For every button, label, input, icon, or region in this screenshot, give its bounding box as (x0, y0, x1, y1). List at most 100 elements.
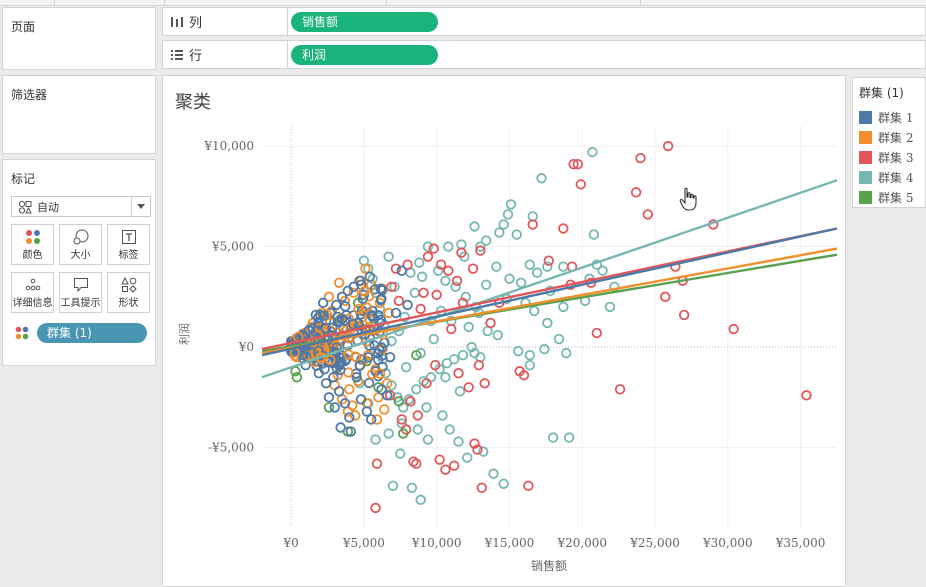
scatter-point[interactable] (450, 281, 461, 293)
scatter-point[interactable] (437, 410, 448, 421)
scatter-point[interactable] (443, 265, 454, 276)
scatter-point[interactable] (801, 390, 812, 401)
scatter-point[interactable] (588, 229, 600, 240)
scatter-point[interactable] (415, 494, 426, 506)
scatter-point[interactable] (335, 422, 346, 433)
scatter-point[interactable] (399, 311, 410, 323)
mark-type-select[interactable]: 自动 (11, 196, 151, 217)
scatter-point[interactable] (553, 333, 565, 345)
rows-pill-profit[interactable]: 利润 (291, 45, 438, 65)
pages-card[interactable]: 页面 (2, 7, 156, 70)
scatter-point[interactable] (505, 199, 517, 210)
scatter-point[interactable] (398, 428, 409, 439)
scatter-point[interactable] (440, 372, 451, 383)
scatter-point[interactable] (375, 283, 386, 294)
scatter-point[interactable] (466, 341, 477, 353)
scatter-point[interactable] (332, 316, 344, 328)
scatter-point[interactable] (473, 359, 485, 371)
scatter-point[interactable] (327, 322, 338, 334)
scatter-point[interactable] (344, 384, 355, 395)
scatter-point[interactable] (451, 275, 463, 286)
scatter-point[interactable] (402, 299, 413, 311)
scatter-point[interactable] (498, 219, 509, 230)
scatter-point[interactable] (446, 323, 457, 335)
scatter-point[interactable] (340, 301, 351, 312)
scatter-point[interactable] (349, 410, 361, 421)
scatter-point[interactable] (568, 158, 579, 170)
scatter-point[interactable] (365, 414, 377, 425)
scatter-point[interactable] (393, 396, 405, 407)
scatter-point[interactable] (354, 378, 365, 389)
scatter-point[interactable] (406, 482, 418, 494)
scatter-point[interactable] (443, 241, 454, 252)
scatter-point[interactable] (469, 221, 480, 232)
scatter-point[interactable] (531, 267, 543, 278)
scatter-point[interactable] (386, 335, 397, 347)
scatter-point[interactable] (469, 438, 480, 449)
scatter-point[interactable] (409, 287, 421, 299)
scatter-point[interactable] (383, 251, 394, 262)
scatter-point[interactable] (563, 432, 575, 443)
marks-tooltip-button[interactable]: 工具提示 (59, 272, 102, 313)
scatter-point[interactable] (335, 364, 346, 376)
legend-item-cluster-4[interactable]: 群集 4 (859, 168, 913, 186)
scatter-point[interactable] (504, 273, 515, 284)
marks-detail-button[interactable]: 详细信息 (11, 272, 54, 313)
scatter-point[interactable] (412, 424, 423, 435)
scatter-point[interactable] (513, 345, 524, 357)
scatter-point[interactable] (524, 349, 536, 361)
scatter-point[interactable] (313, 317, 324, 329)
scatter-point[interactable] (536, 173, 547, 184)
scatter-point[interactable] (542, 261, 553, 272)
scatter-point[interactable] (475, 241, 486, 252)
scatter-point[interactable] (411, 384, 422, 395)
scatter-point[interactable] (547, 432, 559, 443)
scatter-point[interactable] (396, 265, 407, 276)
scatter-point[interactable] (369, 284, 381, 295)
legend-item-cluster-5[interactable]: 群集 5 (859, 188, 913, 206)
scatter-point[interactable] (318, 310, 329, 321)
scatter-point[interactable] (412, 410, 423, 421)
scatter-point[interactable] (422, 251, 434, 262)
scatter-point[interactable] (575, 179, 586, 190)
scatter-point[interactable] (355, 394, 367, 405)
scatter-point[interactable] (381, 378, 393, 389)
scatter-point[interactable] (375, 294, 387, 306)
scatter-point[interactable] (444, 424, 455, 435)
scatter-point[interactable] (529, 305, 540, 317)
scatter-point[interactable] (393, 295, 405, 307)
legend-item-cluster-1[interactable]: 群集 1 (859, 108, 913, 126)
scatter-point[interactable] (422, 241, 434, 252)
scatter-point[interactable] (494, 227, 505, 238)
scatter-point[interactable] (323, 392, 335, 403)
scatter-point[interactable] (478, 446, 489, 457)
scatter-point[interactable] (329, 380, 340, 391)
scatter-point[interactable] (480, 279, 492, 290)
scatter-point[interactable] (662, 140, 674, 152)
scatter-point[interactable] (441, 357, 453, 369)
scatter-point[interactable] (558, 223, 569, 234)
scatter-point[interactable] (348, 287, 359, 299)
scatter-point[interactable] (502, 209, 514, 220)
scatter-point[interactable] (354, 360, 366, 371)
scatter-point[interactable] (325, 354, 336, 366)
scatter-point[interactable] (381, 390, 393, 401)
scatter-point[interactable] (463, 321, 474, 333)
scatter-point[interactable] (515, 277, 527, 288)
legend-item-cluster-3[interactable]: 群集 3 (859, 148, 913, 166)
scatter-point[interactable] (364, 271, 375, 282)
scatter-point[interactable] (350, 351, 361, 362)
scatter-point[interactable] (539, 343, 550, 355)
scatter-point[interactable] (344, 412, 355, 423)
scatter-point[interactable] (587, 146, 598, 158)
scatter-point[interactable] (366, 368, 378, 380)
scatter-point[interactable] (524, 359, 536, 371)
scatter-point[interactable] (460, 291, 471, 303)
scatter-point[interactable] (475, 245, 486, 256)
scatter-point[interactable] (421, 378, 432, 389)
scatter-point[interactable] (558, 261, 569, 272)
scatter-point[interactable] (421, 402, 432, 413)
scatter-point[interactable] (331, 299, 342, 311)
chevron-down-icon[interactable] (131, 197, 150, 216)
scatter-point[interactable] (379, 404, 390, 415)
